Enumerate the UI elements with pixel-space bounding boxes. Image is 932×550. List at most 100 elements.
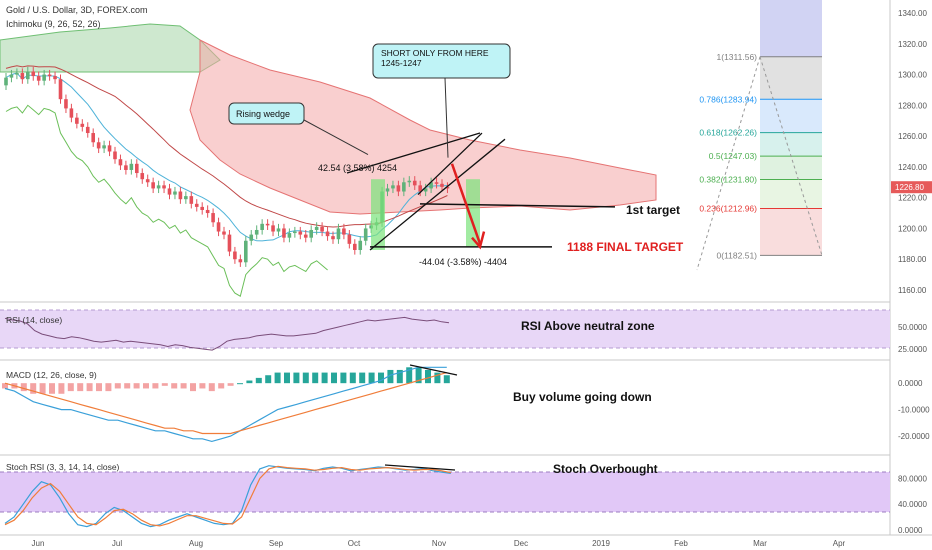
candle-body: [15, 73, 19, 75]
candle-body: [222, 231, 226, 235]
labels: Gold / U.S. Dollar, 3D, FOREX.com Ichimok…: [6, 5, 148, 472]
macd-histogram-bar: [49, 383, 55, 394]
candle-body: [265, 223, 270, 226]
price-tick-label: 1220.00: [898, 194, 927, 203]
macd-histogram-bar: [20, 383, 27, 392]
candle-body: [407, 180, 412, 183]
price-tick-label: 1180.00: [898, 255, 927, 264]
price-tick-label: 1280.00: [898, 101, 927, 110]
macd-histogram-bar: [368, 372, 375, 384]
candle-body: [200, 206, 204, 210]
candle-body: [151, 182, 155, 189]
candle-body: [314, 226, 319, 230]
macd-histogram-bar: [387, 369, 394, 384]
fib-level-label: 0.382(1231.80): [699, 175, 757, 185]
macd-histogram-bar: [265, 375, 272, 384]
candle-body: [31, 71, 36, 77]
current-price-label: 1226.80: [895, 183, 924, 192]
macd-histogram-bar: [96, 383, 102, 392]
macd-histogram-bar: [274, 372, 281, 384]
ichimoku-cloud-bull: [0, 23, 221, 73]
macd-tick-label: -10.0000: [898, 406, 930, 415]
callout-short-text: 1245-1247: [381, 58, 422, 68]
price-tick-label: 1200.00: [898, 224, 927, 233]
candle-body: [233, 251, 237, 260]
macd-histogram-bar: [86, 383, 93, 392]
candle-body: [124, 165, 128, 170]
chart-frame: [0, 0, 932, 536]
fib-retracement[interactable]: 1(1311.56) 0.786(1283.94) 0.618(1262.26) 0.…: [696, 0, 823, 271]
wedge-lower-line: [369, 138, 506, 251]
drop-measure-label: -44.04 (-3.58%) -4404: [419, 257, 507, 267]
macd-signal-line: [4, 372, 447, 435]
fib-zone-band: [760, 132, 822, 157]
macd-histogram-bar: [378, 372, 384, 384]
macd-histogram-bar: [152, 383, 159, 389]
drop-arrow: [450, 163, 482, 245]
candle-body: [85, 126, 90, 134]
fib-zone-band: [760, 179, 822, 209]
candle-body: [205, 209, 210, 214]
macd-pane-label: MACD (12, 26, close, 9): [6, 370, 97, 380]
stoch-note: Stoch Overbought: [553, 462, 658, 476]
ichimoku-label: Ichimoku (9, 26, 52, 26): [6, 19, 101, 29]
candle-body: [309, 229, 313, 238]
candle-body: [80, 123, 85, 127]
macd-histogram-bar: [124, 383, 131, 389]
macd-histogram-bar: [2, 383, 8, 389]
candle-body: [418, 185, 422, 192]
candle-body: [227, 234, 232, 252]
macd-tick-label: -20.0000: [898, 432, 930, 441]
candle-body: [194, 203, 199, 207]
price-tick-label: 1320.00: [898, 40, 927, 49]
stoch-divergence-line: [384, 464, 456, 471]
price-tick-label: 1340.00: [898, 9, 927, 18]
candle-body: [64, 99, 68, 109]
candle-body: [249, 234, 254, 241]
first-target-label: 1st target: [626, 203, 680, 217]
wedge-upper-line: [346, 132, 481, 174]
candle-body: [336, 228, 341, 240]
candle-body: [244, 240, 248, 263]
candle-body: [347, 234, 352, 244]
price-tick-label: 1160.00: [898, 286, 927, 295]
macd-histogram-bar: [331, 372, 337, 384]
macd-note: Buy volume going down: [513, 390, 652, 404]
macd-histogram-bar: [321, 372, 328, 384]
candle-body: [167, 188, 172, 195]
macd-histogram-bar: [67, 383, 74, 392]
stoch-pane-label: Stoch RSI (3, 3, 14, 14, close): [6, 462, 120, 472]
candle-body: [282, 228, 286, 238]
candle-body: [331, 236, 335, 240]
stoch-d-line: [4, 465, 452, 527]
candle-body: [9, 74, 14, 78]
candle-body: [276, 228, 281, 232]
candle-body: [135, 163, 139, 174]
candle-body: [303, 234, 308, 238]
candle-body: [216, 222, 221, 232]
time-tick-label: Sep: [269, 539, 284, 548]
macd-histogram-bar: [237, 383, 243, 385]
price-tick-label: 1260.00: [898, 132, 927, 141]
candle-body: [287, 233, 292, 238]
fib-level-label: 0.786(1283.94): [699, 94, 757, 104]
macd-histogram-bar: [143, 383, 149, 389]
time-tick-label: Dec: [514, 539, 528, 548]
macd-histogram-bar: [443, 375, 450, 384]
callout-wedge-text: Rising wedge: [236, 109, 290, 119]
macd-histogram-bar: [218, 383, 225, 389]
candle-body: [254, 229, 259, 235]
candle-body: [423, 188, 428, 192]
macd-histogram-bar: [246, 380, 253, 384]
candle-body: [396, 185, 401, 192]
macd-histogram-bar: [359, 372, 366, 384]
fib-zone-extension: [760, 0, 822, 57]
candle-body: [434, 182, 439, 184]
macd-histogram-bar: [199, 383, 206, 389]
rsi-band: [0, 310, 890, 348]
stoch-tick-label: 0.0000: [898, 526, 923, 535]
candle-body: [173, 191, 177, 195]
stoch-tick-label: 80.0000: [898, 475, 927, 484]
